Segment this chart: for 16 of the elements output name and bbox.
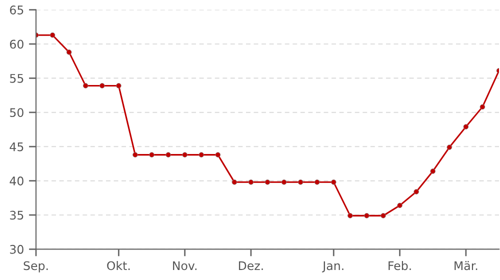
x-tick-label: Feb. [388,261,411,270]
line-series [36,32,499,218]
y-tick-label: 65 [10,6,24,14]
y-tick-label: 50 [10,108,24,118]
y-tick-label: 60 [10,40,24,49]
x-tick-label: Sep. [24,261,48,272]
x-tick-label: Mär. [454,261,478,270]
y-tick-label: 30 [10,244,24,254]
y-tick-label: 35 [10,210,24,220]
y-tick-label: 45 [10,142,24,152]
y-tick-label: 40 [10,176,24,186]
x-tick-label: Jan. [322,261,344,272]
x-tick-label: Nov. [173,261,196,270]
x-tick-label: Okt. [107,261,130,270]
x-tick-label: Dez. [238,261,263,270]
y-tick-label: 55 [10,74,24,83]
